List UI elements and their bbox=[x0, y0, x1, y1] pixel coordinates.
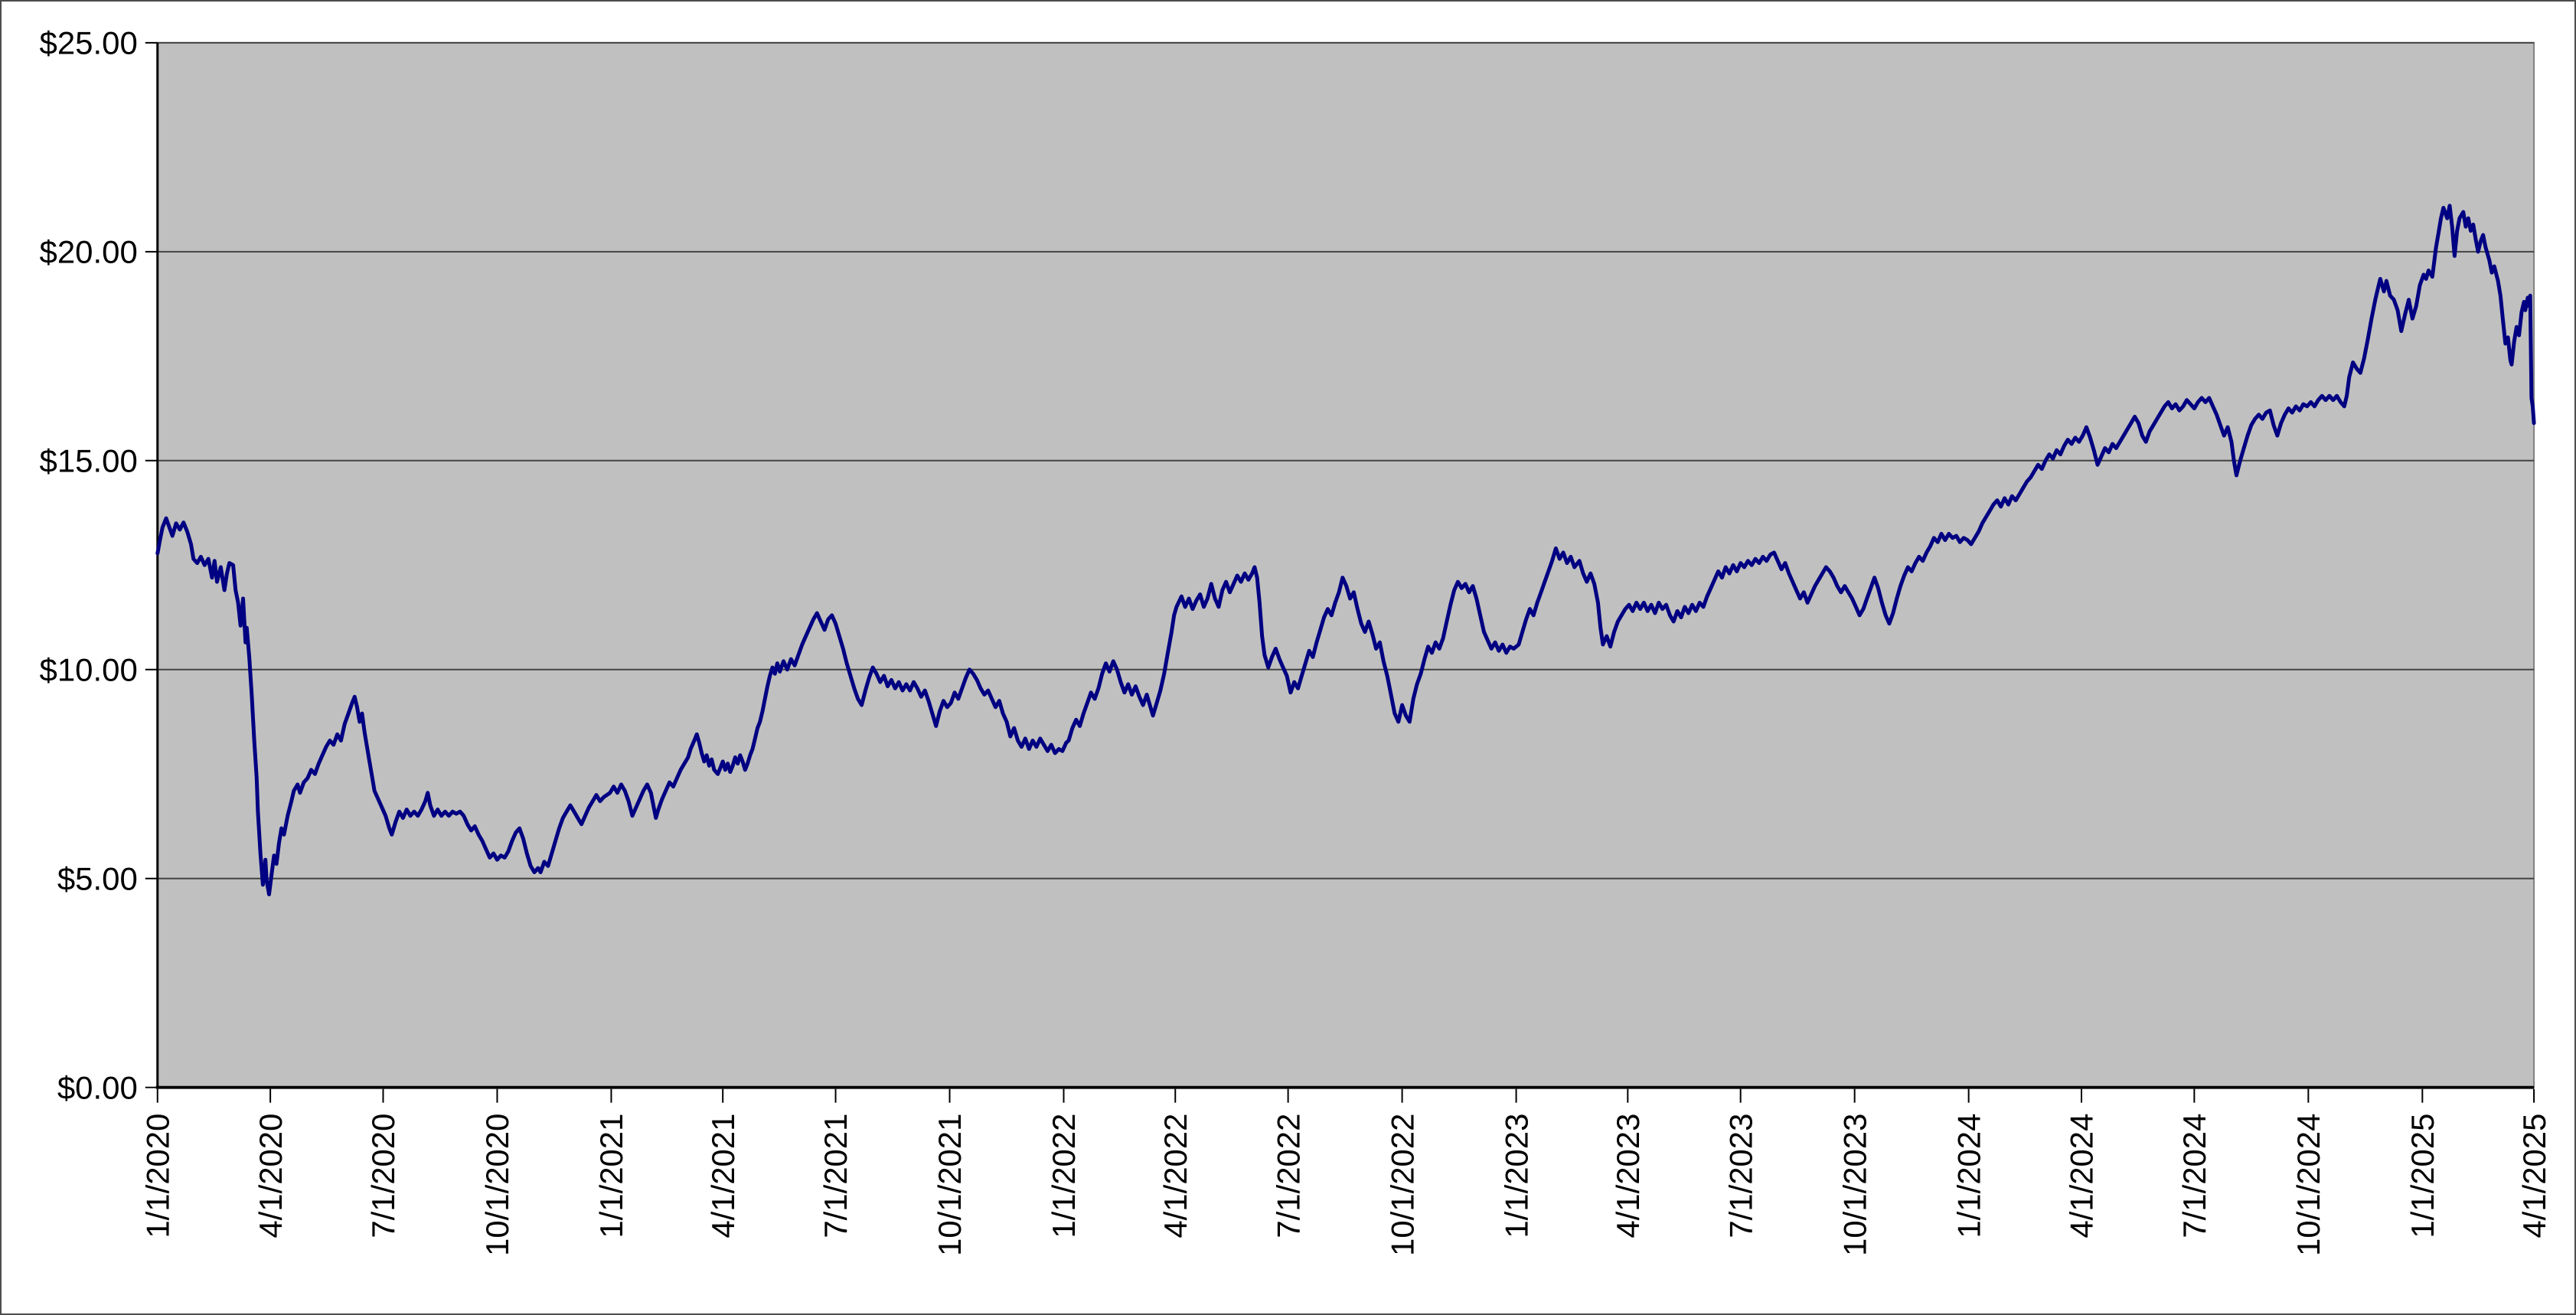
x-axis-tick-label: 10/1/2022 bbox=[1384, 1114, 1420, 1256]
x-axis-tick-label: 4/1/2024 bbox=[2064, 1114, 2100, 1238]
price-line-series bbox=[155, 204, 2536, 896]
x-axis-tick-label: 1/1/2024 bbox=[1951, 1114, 1987, 1238]
x-axis-tick-label: 4/1/2023 bbox=[1610, 1114, 1646, 1238]
x-axis-tick-label: 7/1/2023 bbox=[1722, 1114, 1758, 1238]
x-axis-tick-label: 1/1/2023 bbox=[1498, 1114, 1534, 1238]
y-axis-labels: $0.00 $5.00 $10.00 $15.00 $20.00 $25.00 bbox=[40, 25, 138, 1106]
y-gridlines bbox=[157, 41, 2535, 879]
x-axis-tick-label: 7/1/2024 bbox=[2176, 1114, 2212, 1238]
x-axis-tick-label: 7/1/2022 bbox=[1270, 1114, 1306, 1238]
x-axis-tick-label: 7/1/2021 bbox=[818, 1114, 854, 1238]
x-axis-tick-label: 1/1/2025 bbox=[2405, 1114, 2441, 1238]
y-axis-tick-label: $15.00 bbox=[40, 442, 138, 478]
x-axis-labels: 1/1/2020 4/1/2020 7/1/2020 10/1/2020 1/1/202… bbox=[139, 1114, 2552, 1256]
series-group bbox=[155, 204, 2536, 896]
x-axis-ticks bbox=[156, 1088, 2535, 1103]
y-axis-tick-label: $25.00 bbox=[40, 25, 138, 61]
y-axis-tick-label: $10.00 bbox=[40, 651, 138, 687]
x-axis-tick-label: 10/1/2023 bbox=[1837, 1114, 1872, 1256]
x-axis-tick-label: 4/1/2020 bbox=[253, 1114, 289, 1238]
x-axis-tick-label: 7/1/2020 bbox=[365, 1114, 401, 1238]
x-axis-tick-label: 1/1/2020 bbox=[139, 1114, 175, 1238]
x-axis-tick-label: 10/1/2020 bbox=[479, 1114, 515, 1256]
x-axis-tick-label: 10/1/2024 bbox=[2290, 1114, 2326, 1256]
plot-area bbox=[156, 41, 2535, 1088]
y-axis-ticks bbox=[145, 41, 158, 1088]
x-axis-tick-label: 10/1/2021 bbox=[932, 1114, 968, 1256]
x-axis-tick-label: 1/1/2022 bbox=[1046, 1114, 1082, 1238]
axes bbox=[155, 42, 2535, 1089]
y-axis-tick-label: $0.00 bbox=[57, 1069, 138, 1105]
x-axis-tick-label: 4/1/2022 bbox=[1157, 1114, 1193, 1238]
x-axis-tick-label: 4/1/2021 bbox=[705, 1114, 741, 1238]
y-axis-tick-label: $20.00 bbox=[40, 234, 138, 270]
x-axis-tick-label: 1/1/2021 bbox=[593, 1114, 629, 1238]
x-axis-tick-label: 4/1/2025 bbox=[2516, 1114, 2552, 1238]
y-axis-tick-label: $5.00 bbox=[57, 860, 138, 896]
